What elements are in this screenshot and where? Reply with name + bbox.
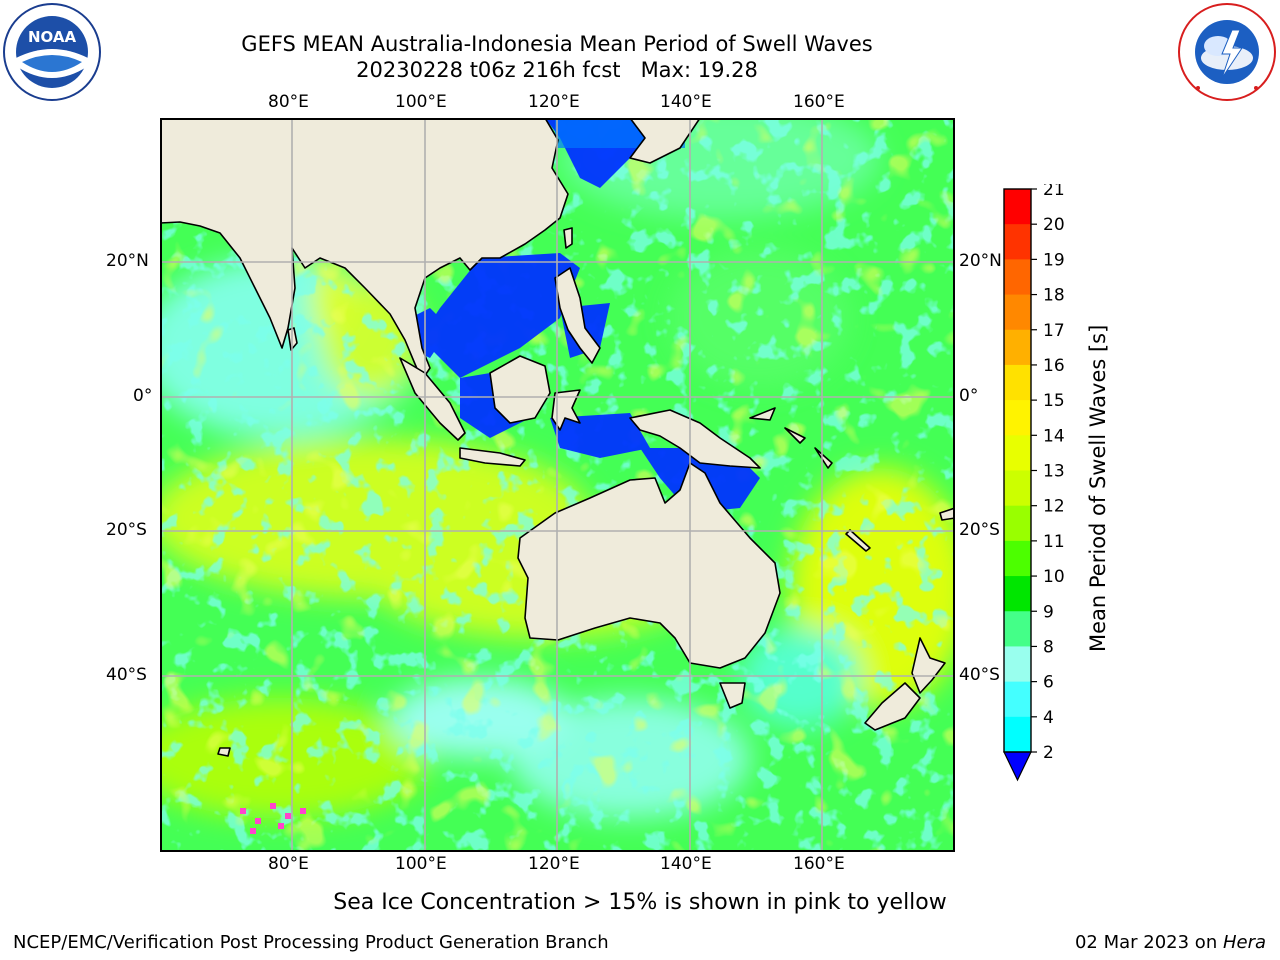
colorbar-tick-label: 4	[1043, 708, 1054, 728]
map-panel	[130, 98, 970, 852]
colorbar-tick-label: 21	[1043, 184, 1065, 200]
map-gridlines	[160, 118, 955, 852]
colorbar-segment	[1004, 224, 1031, 260]
lon-tick-top-80e: 80°E	[268, 92, 309, 112]
map-title: GEFS MEAN Australia-Indonesia Mean Perio…	[241, 32, 873, 56]
colorbar-tick-label: 11	[1043, 532, 1065, 552]
colorbar-tick-label: 14	[1043, 426, 1065, 446]
lon-tick-bottom-80e: 80°E	[268, 854, 309, 874]
colorbar-frame	[1003, 188, 1032, 753]
colorbar-tick-label: 20	[1043, 215, 1065, 235]
footer-credit: NCEP/EMC/Verification Post Processing Pr…	[13, 932, 609, 953]
map-subtitle: 20230228 t06z 216h fcst Max: 19.28	[356, 58, 758, 82]
colorbar-label: Mean Period of Swell Waves [s]	[1086, 324, 1110, 652]
colorbar-graphic: 21 20 19 18 17 16 15 14 13 12 11 10 9 8 6 4 2	[1003, 180, 1065, 782]
colorbar-segment	[1004, 400, 1031, 436]
colorbar-tick-label: 13	[1043, 462, 1065, 482]
colorbar-segment	[1004, 259, 1031, 296]
lon-tick-top-160e: 160°E	[793, 92, 845, 112]
colorbar-tick-label: 16	[1043, 356, 1065, 376]
lat-tick-left-20s: 20°S	[106, 520, 147, 540]
colorbar-segment	[1004, 681, 1031, 718]
colorbar-tick-label: 12	[1043, 497, 1065, 517]
colorbar-segment	[1004, 505, 1031, 542]
colorbar-tick-label: 8	[1043, 637, 1054, 657]
colorbar-tick-label: 15	[1043, 391, 1065, 411]
colorbar-tick-label: 19	[1043, 250, 1065, 270]
colorbar-segment	[1004, 646, 1031, 683]
lon-tick-top-120e: 120°E	[528, 92, 580, 112]
sea-ice-note: Sea Ice Concentration > 15% is shown in …	[0, 890, 1280, 915]
colorbar-tick-label: 2	[1043, 743, 1054, 763]
colorbar-segment	[1004, 716, 1031, 753]
colorbar-segment	[1004, 329, 1031, 366]
footer-host: Hera	[1222, 932, 1266, 953]
colorbar-extend-triangle	[1003, 751, 1032, 782]
lon-tick-bottom-140e: 140°E	[660, 854, 712, 874]
sea-ice-note-text: Sea Ice Concentration > 15% is shown in …	[333, 890, 947, 915]
colorbar-tick-label: 10	[1043, 567, 1065, 587]
footer-date: 02 Mar 2023 on Hera	[1075, 932, 1266, 953]
land-masses	[159, 117, 956, 757]
lat-tick-right-20s: 20°S	[959, 520, 1000, 540]
lon-tick-bottom-100e: 100°E	[395, 854, 447, 874]
lat-tick-left-0: 0°	[133, 386, 153, 406]
colorbar: 21 20 19 18 17 16 15 14 13 12 11 10 9 8 6 4 2	[998, 180, 1108, 784]
lat-tick-left-40s: 40°S	[106, 665, 147, 685]
noaa-logo: NOAA	[2, 2, 102, 102]
lon-tick-bottom-160e: 160°E	[793, 854, 845, 874]
lon-tick-top-140e: 140°E	[660, 92, 712, 112]
colorbar-segment	[1004, 470, 1031, 507]
lat-tick-left-20n: 20°N	[106, 251, 149, 271]
footer-date-text: 02 Mar 2023 on	[1074, 932, 1223, 953]
colorbar-tick-label: 9	[1043, 602, 1054, 622]
nws-logo	[1176, 2, 1278, 102]
colorbar-tick-label: 18	[1043, 286, 1065, 306]
swell-period-field	[130, 98, 970, 852]
colorbar-segment	[1004, 611, 1031, 647]
colorbar-segment	[1004, 540, 1031, 577]
colorbar-segment	[1004, 189, 1031, 225]
lon-tick-top-100e: 100°E	[395, 92, 447, 112]
lat-tick-right-0: 0°	[959, 386, 979, 406]
colorbar-segment	[1004, 435, 1031, 471]
lat-tick-right-20n: 20°N	[959, 251, 1002, 271]
colorbar-tick-label: 6	[1043, 673, 1054, 693]
lon-tick-bottom-120e: 120°E	[528, 854, 580, 874]
noaa-logo-text: NOAA	[28, 28, 77, 46]
lat-tick-right-40s: 40°S	[959, 665, 1000, 685]
colorbar-segment	[1004, 364, 1031, 401]
colorbar-segment	[1004, 294, 1031, 331]
colorbar-segment	[1004, 576, 1031, 612]
colorbar-tick-label: 17	[1043, 321, 1065, 341]
